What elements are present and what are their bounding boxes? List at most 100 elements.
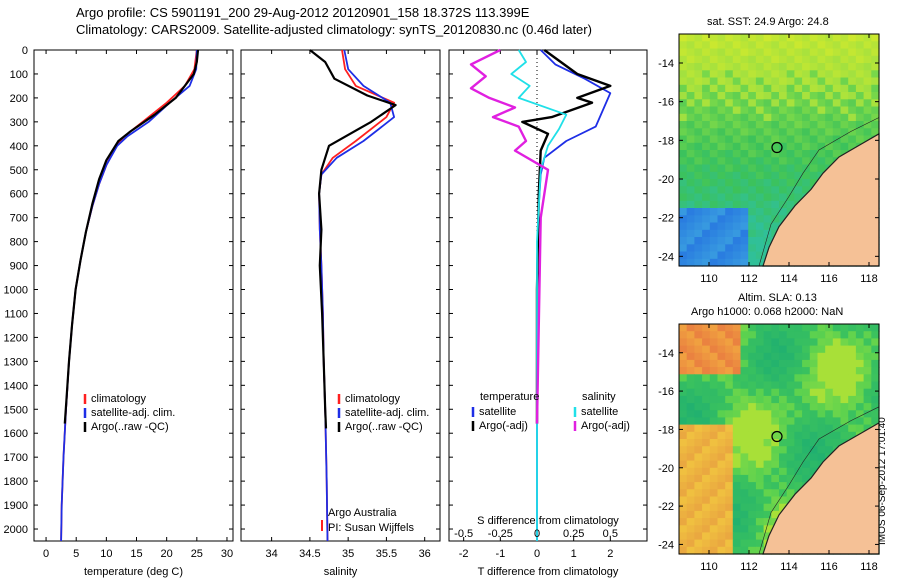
sst-map-cell [779,215,788,224]
sst-map-cell [771,179,780,187]
sst-map-cell [848,113,857,122]
sla-map-cell [748,424,757,433]
sla-map-cell [763,359,772,368]
sla-map-cell [779,417,788,426]
sst-map-cell [825,113,834,122]
sst-map-cell [717,215,726,224]
sst-map-cell [732,150,742,158]
sst-map-cell [686,92,695,100]
sla-map-cell [748,367,757,375]
sla-map-cell [732,489,742,498]
sla-map-cell [763,431,772,440]
sst-map-cell [702,157,711,166]
sla-map-cell [748,338,757,347]
sla-map-cell [755,539,765,548]
sla-map-cell [732,345,742,354]
sla-map-cell [771,331,780,339]
sst-map-cell [794,179,803,187]
sst-map-cell [779,142,788,151]
sst-map-cell [748,77,757,86]
sla-map-cell [702,431,711,440]
difference-series-line [510,49,568,541]
sla-map-cell [779,467,788,476]
sst-map-cell [694,128,703,137]
sla-map-cell [825,381,834,390]
sla-map-cell [802,367,811,375]
sst-map-cell [725,164,734,173]
sst-map-cell [794,186,803,195]
map-y-tick-label: -22 [658,213,674,225]
sla-map-cell [779,338,788,347]
sst-map-cell [694,229,703,238]
sst-map-cell [786,179,795,187]
difference-t-legend-label: satellite [479,406,516,418]
sst-map-cell [786,84,795,93]
sst-map-cell [763,84,772,93]
sst-map-cell [702,208,711,216]
sla-map-cell [748,482,757,490]
sst-map-cell [748,229,757,238]
sst-map-cell [825,150,834,158]
sla-map-cell [809,410,819,419]
sst-map-cell [871,128,880,137]
sla-map-cell [694,359,703,368]
sla-map-cell [863,403,872,411]
sla-map-cell [779,324,788,332]
sla-map-cell [725,510,734,519]
sla-map-cell [779,352,788,361]
sla-map-cell [817,324,826,332]
sst-map-cell [694,142,703,151]
sst-map-cell [686,208,695,216]
sla-map-cell [832,359,842,368]
sst-map-cell [763,99,772,108]
sst-map-cell [748,150,757,158]
sla-map-cell [863,388,872,397]
sst-map-cell [809,63,819,71]
sst-map-cell [694,171,703,180]
sla-map-cell [786,388,795,397]
sla-map-cell [763,467,772,476]
sla-map-cell [725,352,734,361]
sst-map-cell [679,48,688,57]
sla-map-cell [725,518,734,526]
sst-map-cell [848,106,857,115]
sst-map-cell [794,92,803,100]
sst-map-cell [679,193,688,202]
sla-map-cell [802,467,811,476]
sla-map-cell [748,510,757,519]
sla-map-cell [686,539,695,548]
sst-map-cell [763,237,772,245]
sla-map-cell [771,403,780,411]
sla-map-cell [786,417,795,426]
sla-map-cell [740,439,749,447]
sst-map-cell [763,142,772,151]
sst-map-cell [679,128,688,137]
sst-map-cell [725,106,734,115]
sst-map-cell [771,200,780,209]
sst-map-cell [763,70,772,79]
sla-map-cell [732,525,742,534]
sst-map-cell [832,77,842,86]
sst-map-cell [763,41,772,50]
sla-map-cell [702,525,711,534]
sst-map-cell [740,244,749,253]
sst-map-cell [825,48,834,57]
sla-map-cell [832,331,842,339]
sla-map-cell [840,331,849,339]
sla-map-cell [763,489,772,498]
sst-map-cell [686,164,695,173]
sst-map-cell [771,55,780,64]
sla-map-cell [755,381,765,390]
sst-map-cell [786,34,795,42]
sst-map-cell [717,99,726,108]
sst-map-cell [779,128,788,137]
sla-map-cell [817,424,826,433]
sst-map-cell [679,113,688,122]
sst-map-cell [786,193,795,202]
sla-map-cell [732,446,742,454]
sst-map-cell [871,99,880,108]
sst-map-cell [855,48,865,57]
sla-map-cell [802,331,811,339]
sst-map-cell [725,48,734,57]
sla-map-cell [709,424,719,433]
